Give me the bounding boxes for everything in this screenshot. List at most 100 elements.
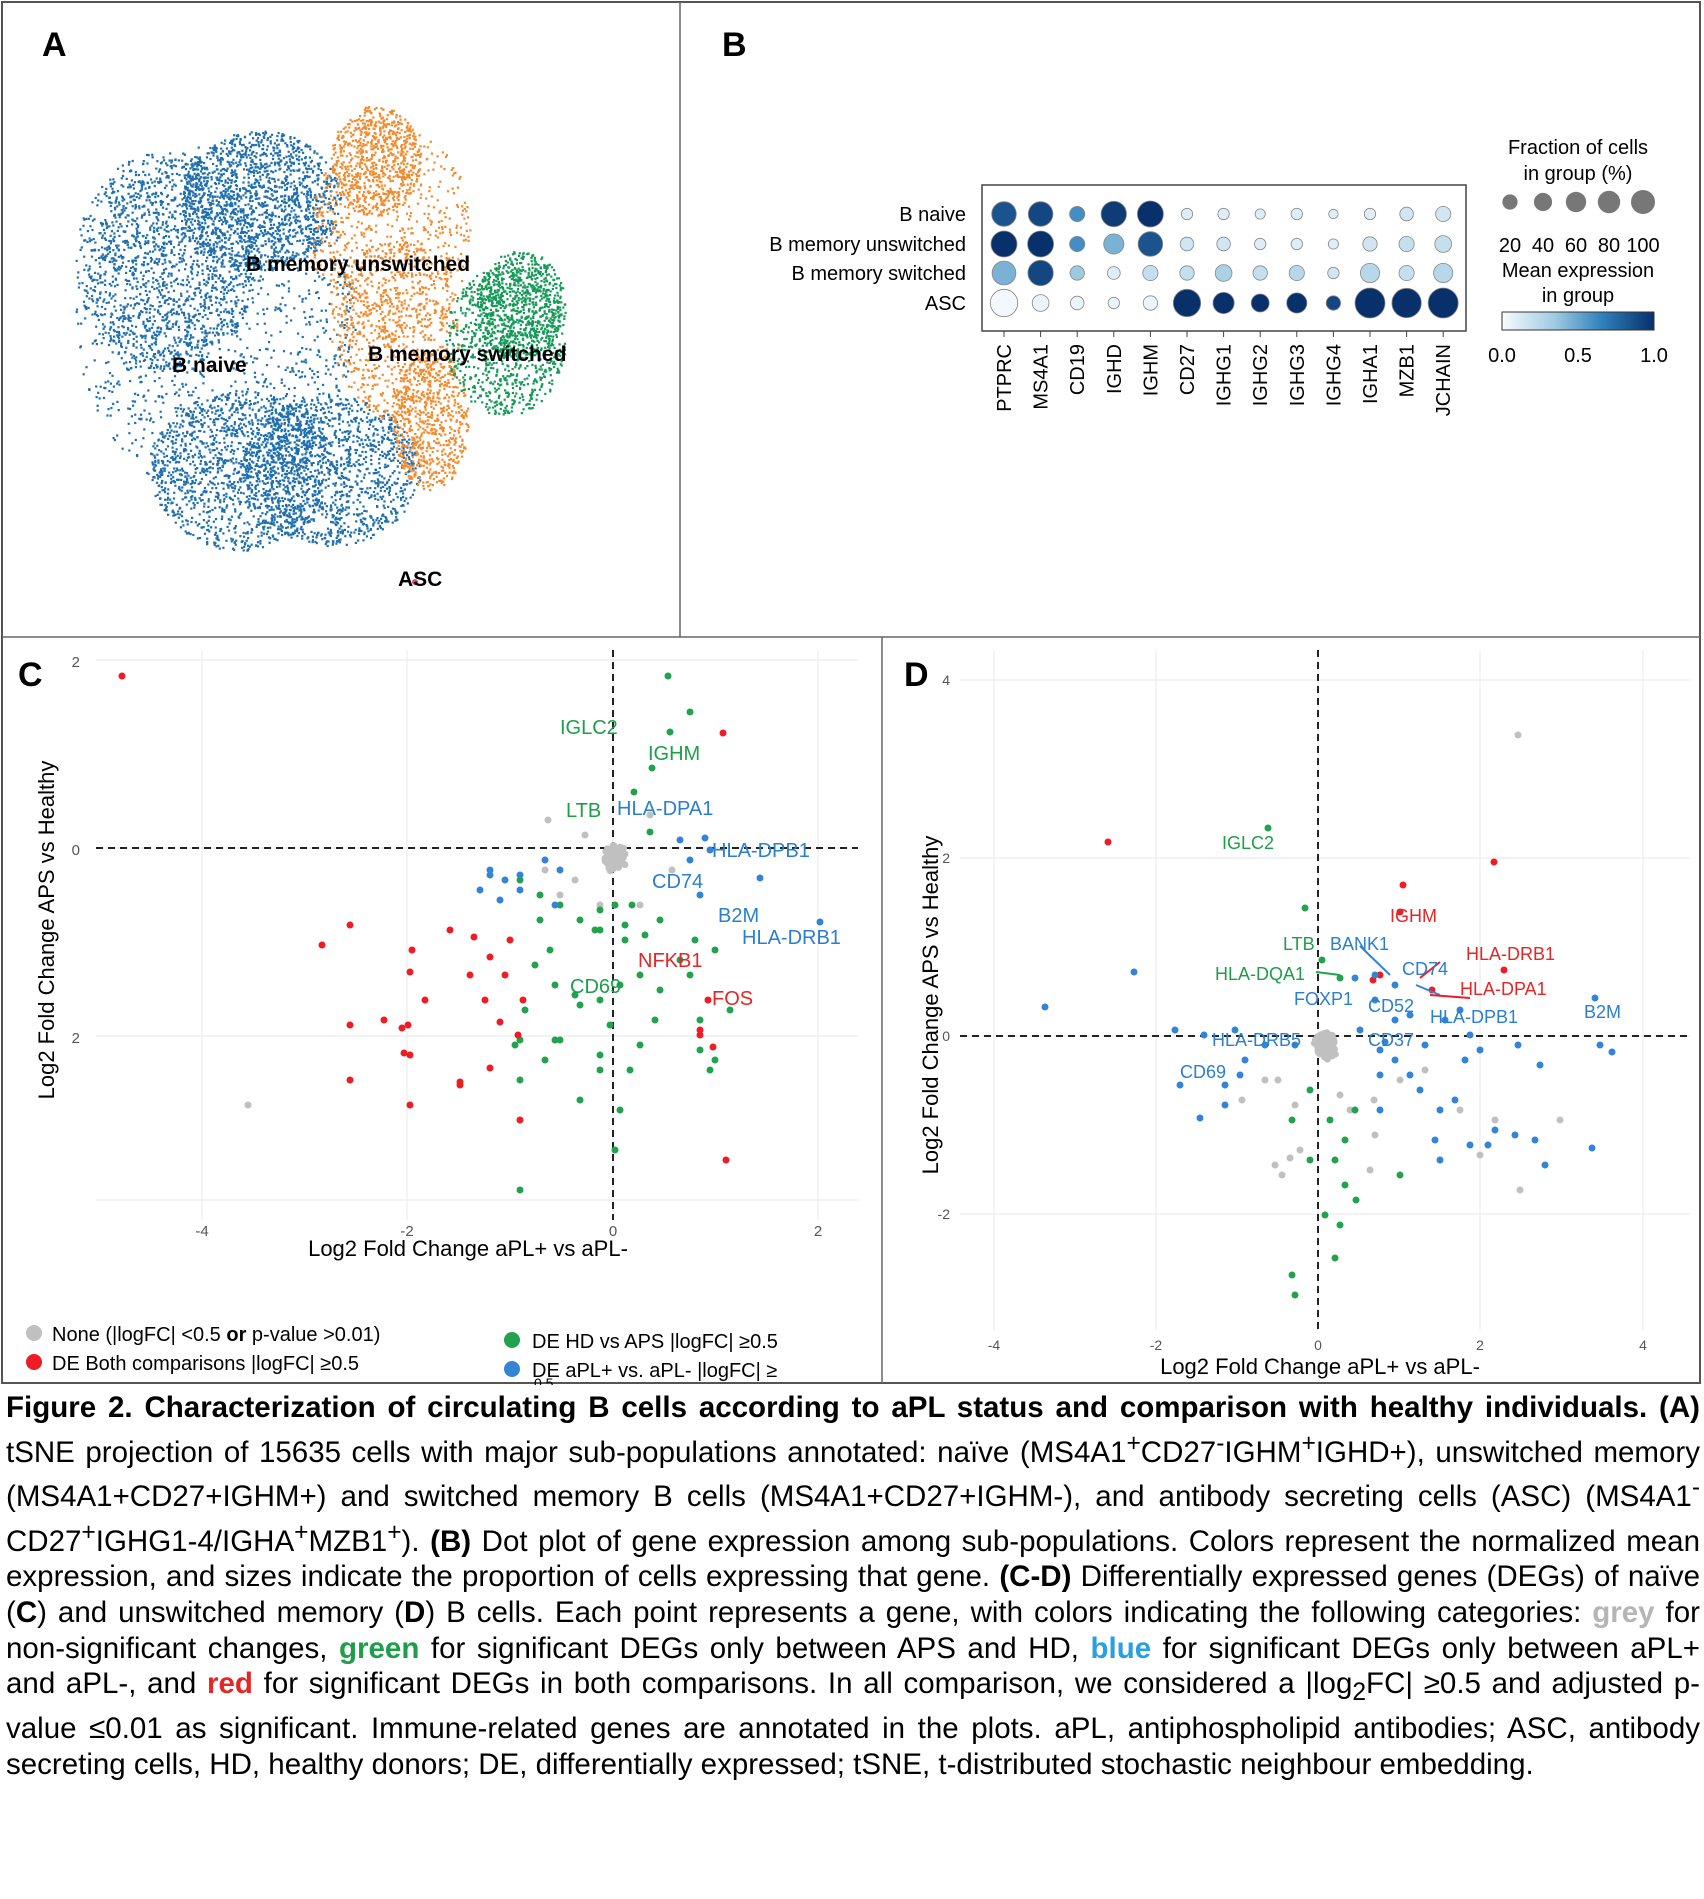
tsne-point — [392, 433, 395, 436]
tsne-point — [173, 453, 176, 456]
tsne-point — [197, 209, 200, 213]
tsne-point — [288, 417, 291, 420]
tsne-point — [144, 240, 147, 243]
tsne-point — [212, 457, 215, 460]
tsne-point — [162, 156, 165, 159]
tsne-point — [230, 385, 233, 388]
tsne-point — [237, 269, 240, 273]
tsne-point — [271, 256, 275, 259]
tsne-point — [136, 226, 140, 229]
tsne-point — [320, 171, 323, 174]
tsne-point — [306, 521, 309, 524]
tsne-point — [266, 165, 269, 168]
tsne-point — [226, 325, 229, 328]
tsne-point — [330, 460, 333, 464]
tsne-point — [372, 472, 375, 475]
tsne-point — [225, 492, 228, 495]
tsne-point — [277, 255, 280, 258]
tsne-point — [356, 440, 359, 443]
tsne-point — [220, 481, 223, 484]
tsne-point — [199, 305, 203, 308]
tsne-point — [285, 214, 288, 217]
tsne-point — [123, 308, 126, 311]
tsne-point — [249, 192, 252, 195]
tsne-point — [253, 445, 256, 448]
tsne-point — [279, 453, 282, 456]
tsne-point — [176, 460, 179, 464]
tsne-point — [390, 419, 393, 422]
tsne-point — [224, 251, 227, 254]
tsne-point — [303, 311, 306, 314]
tsne-point — [173, 339, 176, 342]
tsne-point — [331, 463, 334, 466]
tsne-point — [383, 452, 386, 455]
tsne-point — [313, 250, 316, 253]
tsne-point — [143, 325, 146, 328]
tsne-point — [293, 386, 296, 390]
tsne-point — [103, 313, 106, 316]
tsne-point — [338, 512, 341, 515]
tsne-point — [216, 237, 219, 240]
tsne-point — [186, 491, 190, 494]
tsne-point — [129, 380, 132, 383]
tsne-point — [277, 456, 280, 459]
tsne-point — [262, 144, 265, 147]
tsne-point — [388, 427, 391, 431]
tsne-point — [287, 534, 290, 537]
tsne-point — [185, 205, 188, 208]
tsne-point — [365, 443, 368, 446]
tsne-point — [208, 213, 211, 216]
tsne-point — [381, 441, 384, 444]
tsne-point — [320, 464, 323, 467]
tsne-point — [393, 470, 396, 473]
tsne-point — [328, 442, 332, 446]
tsne-point — [136, 280, 139, 283]
tsne-point — [324, 461, 327, 464]
tsne-point — [220, 449, 223, 452]
tsne-point — [266, 438, 269, 441]
tsne-point — [245, 275, 248, 278]
tsne-point — [302, 436, 305, 439]
tsne-point — [270, 234, 273, 237]
tsne-point — [377, 498, 380, 501]
tsne-point — [296, 415, 299, 418]
tsne-point — [268, 451, 271, 454]
tsne-point — [300, 459, 303, 462]
tsne-point — [293, 499, 296, 503]
tsne-point — [170, 474, 173, 477]
tsne-point — [248, 545, 251, 548]
tsne-point — [233, 362, 237, 365]
tsne-point — [292, 169, 295, 172]
tsne-point — [349, 535, 352, 538]
tsne-point — [250, 131, 253, 134]
tsne-point — [109, 337, 113, 340]
tsne-point — [132, 315, 135, 318]
tsne-point — [274, 241, 277, 244]
tsne-point — [115, 196, 118, 199]
tsne-point — [306, 501, 309, 504]
tsne-point — [174, 470, 177, 473]
tsne-point — [203, 532, 207, 535]
tsne-point — [291, 462, 294, 465]
tsne-point — [369, 420, 373, 424]
tsne-point — [311, 495, 314, 498]
tsne-point — [280, 444, 283, 448]
tsne-point — [346, 430, 349, 433]
tsne-point — [251, 223, 254, 226]
tsne-point — [304, 447, 307, 450]
tsne-point — [293, 414, 296, 417]
tsne-point — [204, 463, 207, 466]
tsne-point — [139, 242, 142, 245]
tsne-point — [105, 226, 108, 230]
tsne-point — [138, 231, 141, 234]
tsne-point — [208, 448, 211, 451]
tsne-point — [221, 509, 224, 512]
tsne-point — [230, 441, 234, 444]
tsne-point — [232, 472, 235, 475]
tsne-point — [204, 214, 207, 217]
tsne-point — [114, 199, 117, 202]
tsne-point — [110, 284, 113, 287]
tsne-point — [202, 245, 205, 248]
tsne-point — [293, 457, 296, 460]
tsne-point — [160, 482, 163, 485]
